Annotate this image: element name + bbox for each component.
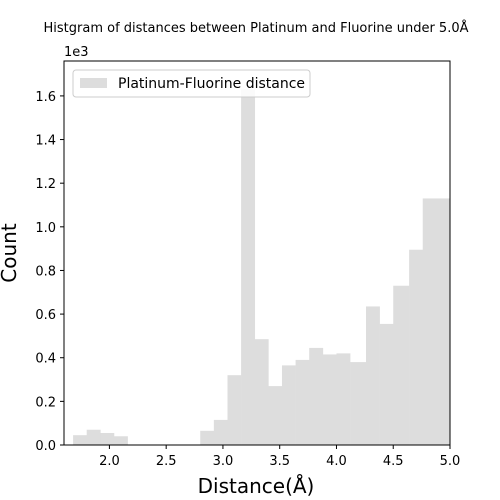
- histogram-bar: [422, 198, 437, 445]
- histogram-bar: [86, 429, 101, 445]
- histogram-bar: [100, 433, 115, 445]
- y-scale-note: 1e3: [64, 45, 89, 60]
- histogram-bar: [200, 430, 215, 445]
- y-tick-label: 1.4: [35, 134, 56, 149]
- histogram-bar: [393, 285, 410, 445]
- histogram-bar: [113, 436, 128, 445]
- y-ticks-group: 0.0 0.2 0.4 0.6 0.8 1.0 1.2 1.4 1.6: [35, 90, 64, 454]
- histogram-bar: [241, 89, 256, 445]
- histogram-bar: [379, 323, 394, 445]
- histogram-bar: [365, 306, 380, 445]
- x-tick-label: 3.0: [213, 454, 234, 469]
- y-tick-label: 1.6: [35, 90, 56, 105]
- histogram-bar: [309, 347, 324, 445]
- legend-swatch: [80, 78, 107, 88]
- y-tick-label: 0.8: [35, 264, 56, 279]
- histogram-bar: [281, 365, 296, 445]
- histogram-bar: [336, 353, 351, 445]
- y-axis-label: Count: [0, 223, 21, 283]
- x-ticks-group: 2.0 2.5 3.0 3.5 4.0 4.5 5.0: [99, 445, 460, 469]
- x-tick-label: 3.5: [269, 454, 290, 469]
- x-tick-label: 2.5: [156, 454, 177, 469]
- chart-title: Histgram of distances between Platinum a…: [44, 20, 469, 36]
- bars-group: [73, 89, 451, 445]
- histogram-bar: [73, 435, 88, 445]
- y-tick-label: 0.2: [35, 395, 56, 410]
- histogram-bar: [350, 362, 367, 445]
- histogram-bar: [227, 375, 242, 445]
- y-tick-label: 0.4: [35, 352, 56, 367]
- histogram-bar: [436, 198, 451, 445]
- legend: Platinum-Fluorine distance: [72, 69, 311, 98]
- legend-label: Platinum-Fluorine distance: [118, 76, 305, 92]
- plot-frame: [63, 60, 451, 446]
- x-axis-label: Distance(Å): [198, 474, 315, 498]
- y-tick-label: 0.0: [35, 439, 56, 454]
- histogram-bar: [322, 354, 337, 445]
- legend-box: [72, 69, 311, 98]
- x-tick-label: 2.0: [99, 454, 120, 469]
- histogram-bar: [254, 339, 269, 445]
- y-tick-label: 0.6: [35, 308, 56, 323]
- x-tick-label: 5.0: [440, 454, 461, 469]
- x-tick-label: 4.0: [326, 454, 347, 469]
- histogram-bar: [268, 386, 283, 445]
- histogram-bar: [409, 249, 424, 445]
- y-tick-label: 1.0: [35, 221, 56, 236]
- histogram-bar: [213, 419, 228, 445]
- histogram-bar: [295, 359, 310, 445]
- x-tick-label: 4.5: [383, 454, 404, 469]
- y-tick-label: 1.2: [35, 177, 56, 192]
